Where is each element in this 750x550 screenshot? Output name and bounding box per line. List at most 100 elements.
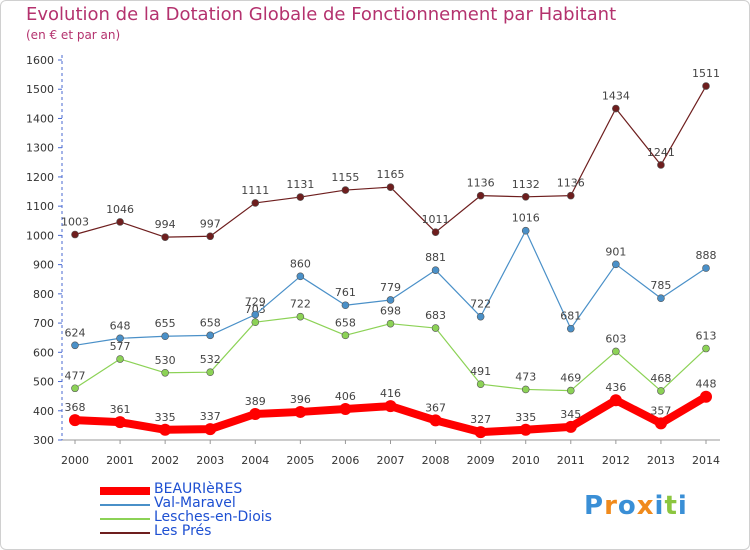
x-tick-label: 2000 bbox=[61, 454, 89, 467]
data-label: 530 bbox=[155, 354, 176, 367]
y-tick-label: 1600 bbox=[26, 54, 54, 67]
x-tick-label: 2005 bbox=[286, 454, 314, 467]
data-point bbox=[657, 294, 665, 303]
data-point bbox=[69, 414, 81, 427]
data-point bbox=[161, 233, 169, 241]
data-label: 860 bbox=[290, 257, 311, 270]
data-label: 881 bbox=[425, 251, 446, 264]
data-point bbox=[341, 301, 350, 310]
data-label: 1165 bbox=[377, 168, 405, 181]
data-point bbox=[116, 334, 124, 343]
data-point bbox=[114, 416, 127, 429]
data-label: 729 bbox=[245, 296, 266, 309]
data-label: 436 bbox=[605, 381, 626, 394]
x-tick-label: 2003 bbox=[196, 454, 224, 467]
data-point bbox=[654, 417, 667, 430]
x-tick-label: 2001 bbox=[106, 454, 134, 467]
data-label: 532 bbox=[200, 353, 221, 366]
data-point bbox=[566, 191, 575, 200]
data-label: 469 bbox=[560, 372, 581, 385]
data-label: 888 bbox=[696, 249, 717, 262]
x-tick-label: 2006 bbox=[331, 454, 359, 467]
data-label: 1016 bbox=[512, 212, 540, 225]
data-label: 722 bbox=[290, 298, 311, 311]
data-label: 335 bbox=[155, 411, 176, 424]
data-label: 361 bbox=[110, 403, 131, 416]
data-point bbox=[476, 191, 485, 200]
x-tick-label: 2004 bbox=[241, 454, 269, 467]
data-point bbox=[206, 232, 215, 241]
data-label: 681 bbox=[560, 310, 581, 323]
data-point bbox=[159, 423, 172, 436]
data-point bbox=[431, 324, 440, 332]
chart-subtitle: (en € et par an) bbox=[26, 28, 121, 42]
legend-label: Les Prés bbox=[154, 523, 212, 539]
data-point bbox=[386, 296, 395, 304]
data-label: 577 bbox=[110, 340, 131, 353]
x-tick-label: 2009 bbox=[467, 454, 495, 467]
data-label: 997 bbox=[200, 217, 221, 230]
data-label: 448 bbox=[696, 378, 717, 391]
data-point bbox=[609, 394, 622, 407]
data-label: 396 bbox=[290, 393, 311, 406]
data-point bbox=[429, 414, 442, 427]
legend-swatch bbox=[100, 487, 150, 495]
y-tick-label: 900 bbox=[33, 259, 54, 272]
logo-letter: i bbox=[654, 491, 665, 521]
data-label: 761 bbox=[335, 286, 356, 299]
data-point bbox=[161, 332, 169, 341]
data-point bbox=[296, 272, 305, 281]
data-point bbox=[657, 387, 665, 395]
data-label: 367 bbox=[425, 401, 446, 414]
data-point bbox=[521, 193, 530, 201]
data-label: 1136 bbox=[557, 177, 585, 190]
logo-letter: r bbox=[604, 491, 618, 521]
data-point bbox=[702, 264, 710, 272]
data-label: 624 bbox=[65, 326, 86, 339]
data-point bbox=[251, 199, 260, 207]
data-point bbox=[341, 331, 350, 340]
legend: BEAURIèRES Val-Maravel Lesches-en-Diois … bbox=[100, 481, 320, 540]
y-tick-label: 1000 bbox=[26, 229, 54, 242]
legend-swatch bbox=[100, 532, 150, 534]
legend-label: BEAURIèRES bbox=[154, 481, 243, 497]
data-label: 473 bbox=[515, 370, 536, 383]
data-point bbox=[206, 331, 215, 340]
data-point bbox=[566, 386, 575, 395]
data-point bbox=[204, 423, 217, 436]
logo-letter: i bbox=[677, 491, 688, 521]
legend-swatch bbox=[100, 504, 150, 506]
y-tick-label: 700 bbox=[33, 317, 54, 330]
data-label: 1511 bbox=[692, 67, 720, 80]
data-point bbox=[386, 319, 395, 328]
data-label: 389 bbox=[245, 395, 266, 408]
data-label: 655 bbox=[155, 317, 176, 330]
data-label: 1241 bbox=[647, 146, 675, 159]
data-label: 337 bbox=[200, 410, 221, 423]
y-tick-label: 1500 bbox=[26, 83, 54, 96]
data-label: 357 bbox=[650, 404, 671, 417]
data-point bbox=[612, 260, 620, 269]
data-label: 491 bbox=[470, 365, 491, 378]
data-point bbox=[116, 355, 124, 363]
y-tick-label: 600 bbox=[33, 346, 54, 359]
data-point bbox=[71, 384, 79, 393]
data-label: 603 bbox=[605, 332, 626, 345]
data-label: 658 bbox=[335, 316, 356, 329]
logo-letter: x bbox=[636, 491, 655, 521]
data-point bbox=[476, 380, 485, 388]
x-tick-label: 2007 bbox=[377, 454, 405, 467]
data-label: 658 bbox=[200, 316, 221, 329]
legend-label: Val-Maravel bbox=[154, 495, 236, 511]
data-label: 1136 bbox=[467, 177, 495, 190]
data-point bbox=[476, 312, 485, 321]
legend-swatch bbox=[100, 518, 150, 520]
x-tick-label: 2010 bbox=[512, 454, 540, 467]
y-tick-label: 1400 bbox=[26, 112, 54, 125]
x-tick-label: 2002 bbox=[151, 454, 179, 467]
data-point bbox=[161, 368, 169, 377]
data-point bbox=[431, 228, 440, 236]
data-label: 1011 bbox=[422, 213, 450, 226]
